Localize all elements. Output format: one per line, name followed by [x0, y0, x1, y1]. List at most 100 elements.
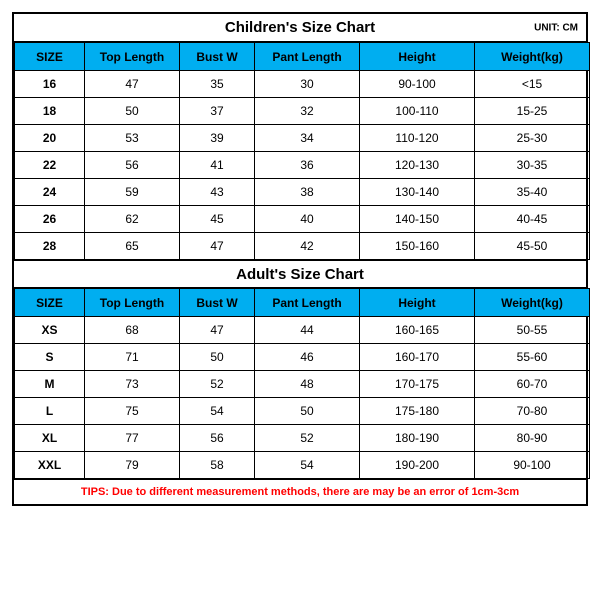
- col-weight: Weight(kg): [475, 289, 590, 317]
- size-cell: 22: [15, 152, 85, 179]
- data-cell: 42: [255, 233, 360, 260]
- data-cell: 130-140: [360, 179, 475, 206]
- data-cell: 55-60: [475, 344, 590, 371]
- table-row: XL775652180-19080-90: [15, 425, 590, 452]
- data-cell: 90-100: [360, 71, 475, 98]
- data-cell: 54: [180, 398, 255, 425]
- data-cell: 140-150: [360, 206, 475, 233]
- size-cell: XL: [15, 425, 85, 452]
- data-cell: 45-50: [475, 233, 590, 260]
- data-cell: 37: [180, 98, 255, 125]
- data-cell: 50: [180, 344, 255, 371]
- data-cell: 50: [85, 98, 180, 125]
- data-cell: 35-40: [475, 179, 590, 206]
- data-cell: 59: [85, 179, 180, 206]
- col-height: Height: [360, 289, 475, 317]
- adult-title-row: Adult's Size Chart: [14, 260, 586, 288]
- data-cell: 40-45: [475, 206, 590, 233]
- data-cell: 32: [255, 98, 360, 125]
- data-cell: 160-165: [360, 317, 475, 344]
- data-cell: 71: [85, 344, 180, 371]
- data-cell: 80-90: [475, 425, 590, 452]
- table-row: S715046160-17055-60: [15, 344, 590, 371]
- data-cell: 41: [180, 152, 255, 179]
- data-cell: 54: [255, 452, 360, 479]
- table-row: 26624540140-15040-45: [15, 206, 590, 233]
- data-cell: 34: [255, 125, 360, 152]
- data-cell: 30: [255, 71, 360, 98]
- adult-size-table: SIZE Top Length Bust W Pant Length Heigh…: [14, 288, 590, 479]
- table-row: 18503732100-11015-25: [15, 98, 590, 125]
- table-row: XS684744160-16550-55: [15, 317, 590, 344]
- data-cell: 70-80: [475, 398, 590, 425]
- col-top-length: Top Length: [85, 289, 180, 317]
- data-cell: 48: [255, 371, 360, 398]
- children-size-table: SIZE Top Length Bust W Pant Length Heigh…: [14, 42, 590, 260]
- data-cell: 44: [255, 317, 360, 344]
- size-cell: XS: [15, 317, 85, 344]
- size-cell: 24: [15, 179, 85, 206]
- data-cell: 60-70: [475, 371, 590, 398]
- col-weight: Weight(kg): [475, 43, 590, 71]
- data-cell: 175-180: [360, 398, 475, 425]
- data-cell: 79: [85, 452, 180, 479]
- data-cell: 68: [85, 317, 180, 344]
- size-cell: S: [15, 344, 85, 371]
- size-cell: 28: [15, 233, 85, 260]
- data-cell: 47: [85, 71, 180, 98]
- data-cell: 40: [255, 206, 360, 233]
- data-cell: 190-200: [360, 452, 475, 479]
- col-height: Height: [360, 43, 475, 71]
- children-title: Children's Size Chart: [225, 19, 375, 36]
- adult-header-row: SIZE Top Length Bust W Pant Length Heigh…: [15, 289, 590, 317]
- size-cell: 18: [15, 98, 85, 125]
- data-cell: 50: [255, 398, 360, 425]
- data-cell: 120-130: [360, 152, 475, 179]
- data-cell: 52: [255, 425, 360, 452]
- table-row: M735248170-17560-70: [15, 371, 590, 398]
- children-tbody: 1647353090-100<1518503732100-11015-25205…: [15, 71, 590, 260]
- data-cell: 58: [180, 452, 255, 479]
- data-cell: 170-175: [360, 371, 475, 398]
- data-cell: 46: [255, 344, 360, 371]
- data-cell: 35: [180, 71, 255, 98]
- tips-text: TIPS: Due to different measurement metho…: [14, 479, 586, 504]
- data-cell: 30-35: [475, 152, 590, 179]
- table-row: 1647353090-100<15: [15, 71, 590, 98]
- children-title-row: Children's Size Chart UNIT: CM: [14, 14, 586, 42]
- data-cell: 47: [180, 233, 255, 260]
- data-cell: 47: [180, 317, 255, 344]
- data-cell: 52: [180, 371, 255, 398]
- data-cell: 160-170: [360, 344, 475, 371]
- col-bust-w: Bust W: [180, 43, 255, 71]
- col-size: SIZE: [15, 289, 85, 317]
- children-header-row: SIZE Top Length Bust W Pant Length Heigh…: [15, 43, 590, 71]
- adult-tbody: XS684744160-16550-55S715046160-17055-60M…: [15, 317, 590, 479]
- size-cell: M: [15, 371, 85, 398]
- data-cell: 77: [85, 425, 180, 452]
- unit-label: UNIT: CM: [534, 22, 578, 33]
- data-cell: 73: [85, 371, 180, 398]
- data-cell: 45: [180, 206, 255, 233]
- col-size: SIZE: [15, 43, 85, 71]
- col-pant-length: Pant Length: [255, 289, 360, 317]
- table-row: 28654742150-16045-50: [15, 233, 590, 260]
- data-cell: 39: [180, 125, 255, 152]
- data-cell: 110-120: [360, 125, 475, 152]
- data-cell: 100-110: [360, 98, 475, 125]
- data-cell: 50-55: [475, 317, 590, 344]
- data-cell: 56: [180, 425, 255, 452]
- adult-title: Adult's Size Chart: [236, 266, 364, 283]
- size-cell: 20: [15, 125, 85, 152]
- chart-frame: Children's Size Chart UNIT: CM SIZE Top …: [12, 12, 588, 506]
- col-pant-length: Pant Length: [255, 43, 360, 71]
- data-cell: 90-100: [475, 452, 590, 479]
- table-row: L755450175-18070-80: [15, 398, 590, 425]
- col-top-length: Top Length: [85, 43, 180, 71]
- size-cell: L: [15, 398, 85, 425]
- data-cell: <15: [475, 71, 590, 98]
- data-cell: 56: [85, 152, 180, 179]
- data-cell: 53: [85, 125, 180, 152]
- data-cell: 180-190: [360, 425, 475, 452]
- data-cell: 62: [85, 206, 180, 233]
